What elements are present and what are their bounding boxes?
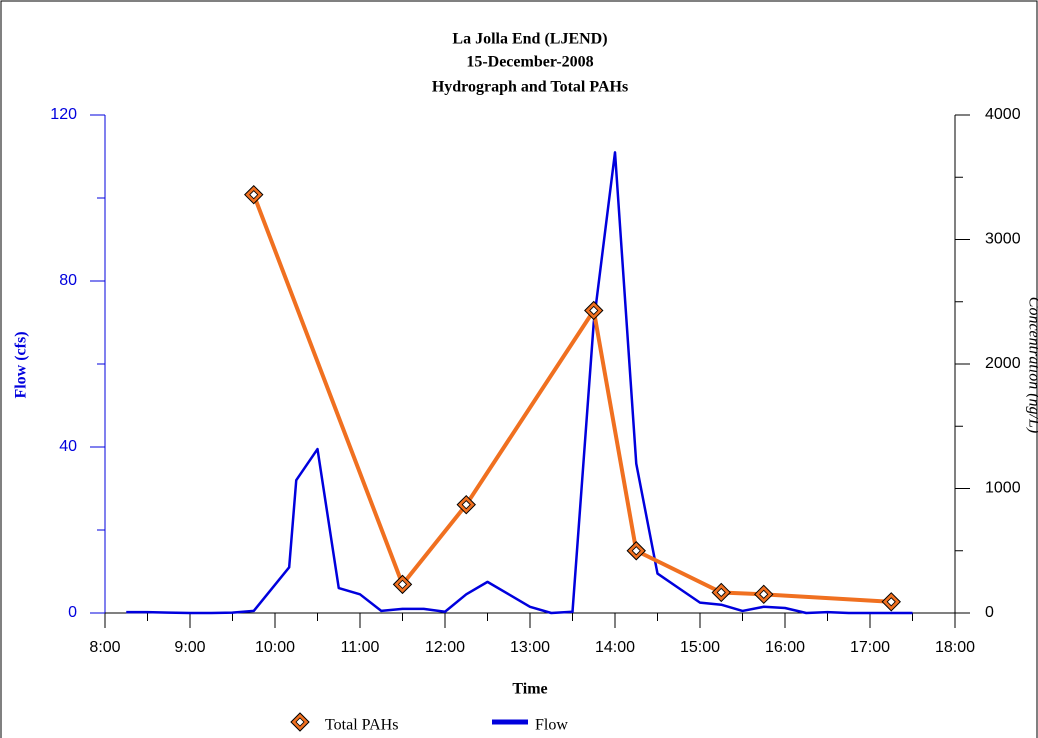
- marker-inner: [461, 500, 471, 510]
- x-tick-label: 11:00: [341, 639, 380, 656]
- y-tick-label: 40: [59, 438, 77, 455]
- x-tick-label: 13:00: [510, 639, 550, 656]
- series-line: [251, 193, 892, 604]
- x-tick-label: 16:00: [765, 639, 805, 656]
- y-axis-label: Flow (cfs): [13, 331, 30, 398]
- y-tick-label: 80: [59, 272, 77, 289]
- legend-marker-inner: [295, 717, 305, 727]
- marker-inner: [397, 579, 408, 589]
- x-tick-label: 8:00: [89, 639, 120, 656]
- y2-axis-label: Concentration (ng/L): [1025, 297, 1038, 433]
- marker-inner: [631, 546, 641, 556]
- series-line: [126, 151, 913, 615]
- y2-tick-label: 3000: [985, 231, 1021, 248]
- y-tick-label: 120: [50, 106, 77, 123]
- x-tick-label: 10:00: [255, 639, 295, 656]
- x-axis-label: Time: [512, 681, 547, 698]
- y2-tick-label: 4000: [985, 106, 1021, 123]
- x-tick-label: 9:00: [174, 639, 205, 656]
- marker-inner: [716, 587, 726, 598]
- marker-inner: [589, 305, 599, 316]
- y-tick-label: 0: [68, 604, 77, 621]
- chart-subtitle: 15-December-2008: [466, 54, 593, 71]
- x-tick-label: 18:00: [935, 639, 975, 656]
- legend-label: Flow: [535, 717, 568, 734]
- x-tick-label: 14:00: [595, 639, 635, 656]
- y2-tick-label: 2000: [985, 355, 1021, 372]
- chart-subtitle: Hydrograph and Total PAHs: [432, 79, 628, 96]
- marker-inner: [249, 190, 259, 200]
- y2-tick-label: 0: [985, 604, 994, 621]
- chart-title: La Jolla End (LJEND): [452, 31, 607, 48]
- x-tick-label: 15:00: [680, 639, 720, 656]
- x-tick-label: 12:00: [425, 639, 465, 656]
- marker-inner: [886, 597, 896, 607]
- marker-inner: [759, 589, 769, 599]
- legend-label: Total PAHs: [325, 717, 398, 734]
- y2-tick-label: 1000: [985, 480, 1021, 497]
- x-tick-label: 17:00: [850, 639, 890, 656]
